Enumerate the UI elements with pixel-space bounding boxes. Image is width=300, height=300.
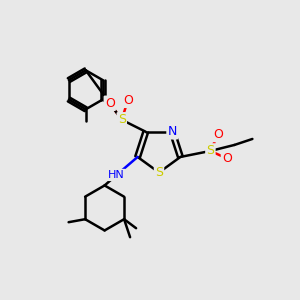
Text: S: S [155,166,163,179]
Text: O: O [105,97,115,110]
Text: S: S [118,113,126,126]
Text: S: S [206,145,214,158]
Text: N: N [167,125,177,138]
Text: O: O [222,152,232,165]
Text: HN: HN [108,170,125,180]
Text: O: O [123,94,133,107]
Text: O: O [213,128,223,141]
